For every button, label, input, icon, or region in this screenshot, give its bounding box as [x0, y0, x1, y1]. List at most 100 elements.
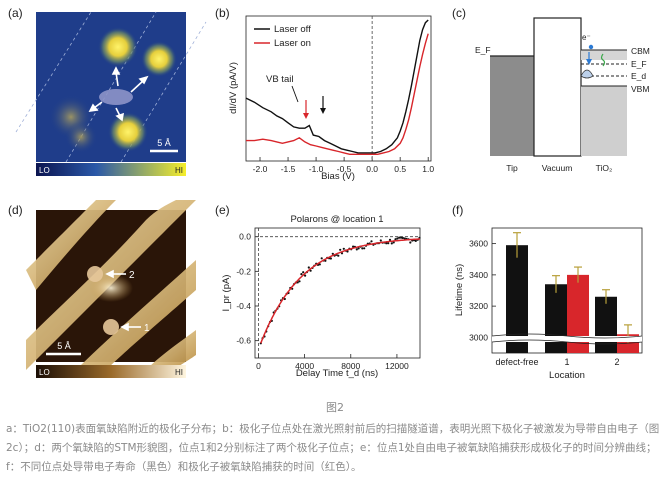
y-tick-label: 3400: [469, 270, 488, 280]
vb-tail-annotation: VB tail: [266, 74, 293, 85]
oxygen-vacancy: [99, 89, 133, 105]
panel-a-stm-image: 5 Å LO HI: [15, 11, 207, 176]
polaron-spot: [108, 112, 148, 152]
series-line-laser-on: [246, 33, 429, 155]
data-point: [318, 263, 321, 266]
tip-block: [490, 56, 534, 156]
figure-title: 图2: [326, 401, 344, 414]
bar: [595, 296, 617, 353]
chart-e: Polarons @ location 1 0 4000 8000 12000 0.0 -…: [221, 214, 421, 379]
x-tick-label: -1.5: [281, 164, 296, 174]
x-tick-label: -0.5: [337, 164, 352, 174]
scale-bar-label: 5 Å: [157, 138, 171, 148]
tip-ef-label: E_F: [475, 45, 491, 55]
x-tick-label: defect-free: [495, 357, 538, 367]
legend-laser-off: Laser off: [274, 24, 311, 35]
data-point: [394, 238, 397, 241]
x-axis-label: Location: [549, 370, 585, 381]
data-point: [304, 274, 307, 277]
polaron-site-1: [103, 319, 119, 335]
fit-curve: [260, 238, 420, 344]
colorbar: [36, 163, 186, 176]
data-point: [302, 271, 305, 274]
ef-label: E_F: [631, 59, 647, 69]
data-point: [298, 280, 301, 283]
chart-b: -2.0 -1.5 -1.0 -0.5 0.0 0.5 1.0 Laser off Lase…: [228, 15, 434, 182]
x-tick-label: 4000: [295, 361, 314, 371]
data-point: [346, 250, 349, 253]
data-point: [414, 239, 417, 242]
x-tick-label: 12000: [385, 361, 409, 371]
bar: [545, 284, 567, 353]
x-tick-label: 1: [564, 357, 569, 367]
legend: Laser off Laser on: [254, 24, 311, 49]
x-tick-label: 2: [614, 357, 619, 367]
axis-break: [492, 336, 642, 342]
x-tick-label: 0: [256, 361, 261, 371]
data-point: [355, 248, 358, 251]
data-point: [403, 237, 406, 240]
polaron-site-2: [87, 266, 103, 282]
data-point: [320, 257, 323, 260]
y-axis-label: dI/dV (pA/V): [228, 62, 239, 114]
data-point: [396, 237, 399, 240]
tip-label: Tip: [506, 163, 518, 173]
colorbar-lo: LO: [39, 368, 50, 377]
x-tick-label: -2.0: [253, 164, 268, 174]
colorbar-lo: LO: [39, 166, 50, 175]
data-point: [329, 257, 332, 260]
y-axis-label: I_pr (pA): [221, 275, 232, 312]
panel-f-label: (f): [452, 203, 464, 217]
colorbar-hi: HI: [175, 368, 183, 377]
vacuum-label: Vacuum: [542, 163, 573, 173]
photon-icon: [600, 53, 606, 67]
vbm-label: VBM: [631, 84, 649, 94]
legend-laser-on: Laser on: [274, 38, 311, 49]
band-diagram: e⁻ CBM E_F E_d VBM E_F Tip Vacuum TiO₂: [475, 17, 650, 173]
data-point: [390, 242, 393, 245]
conduction-band: [581, 50, 627, 60]
x-tick-label: 0.0: [366, 164, 378, 174]
data-point: [379, 239, 382, 242]
data-point: [340, 252, 344, 255]
data-point: [388, 238, 392, 241]
loc1-label: 1: [144, 323, 150, 334]
data-point: [398, 236, 401, 239]
data-point: [357, 247, 360, 250]
y-tick-label: -0.4: [236, 301, 251, 311]
data-point: [331, 252, 334, 255]
data-point: [361, 247, 364, 250]
data-point: [300, 273, 303, 276]
bar: [506, 245, 528, 353]
y-tick-label: -0.6: [236, 336, 251, 346]
arrow-black: [320, 96, 326, 114]
x-tick-label: 0.5: [394, 164, 406, 174]
data-point: [307, 266, 310, 269]
data-point: [401, 236, 404, 240]
colorbar-hi: HI: [175, 166, 183, 175]
x-axis-label: Delay Time t_d (ns): [296, 368, 378, 379]
data-point: [370, 240, 373, 243]
data-point: [400, 236, 403, 239]
y-tick-label: 3600: [469, 239, 488, 249]
bar: [567, 274, 589, 353]
scale-bar-label: 5 Å: [57, 341, 71, 351]
data-point: [363, 247, 366, 250]
arrow-red: [303, 100, 309, 119]
data-point: [385, 242, 388, 245]
data-point: [392, 241, 395, 244]
x-tick-label: 8000: [341, 361, 360, 371]
x-tick-label: 1.0: [422, 164, 434, 174]
electron: [588, 44, 594, 50]
panel-d-label: (d): [8, 203, 23, 217]
loc2-label: 2: [129, 270, 135, 281]
panel-d-stm-image: 2 1 5 Å LO HI: [26, 200, 196, 378]
x-tick-label: -1.0: [309, 164, 324, 174]
panel-e-label: (e): [215, 203, 230, 217]
colorbar: [36, 365, 186, 378]
series-line-laser-off: [245, 19, 429, 154]
polaron-spot: [141, 41, 177, 77]
y-tick-label: 3200: [469, 301, 488, 311]
polaron-level: [580, 69, 594, 79]
